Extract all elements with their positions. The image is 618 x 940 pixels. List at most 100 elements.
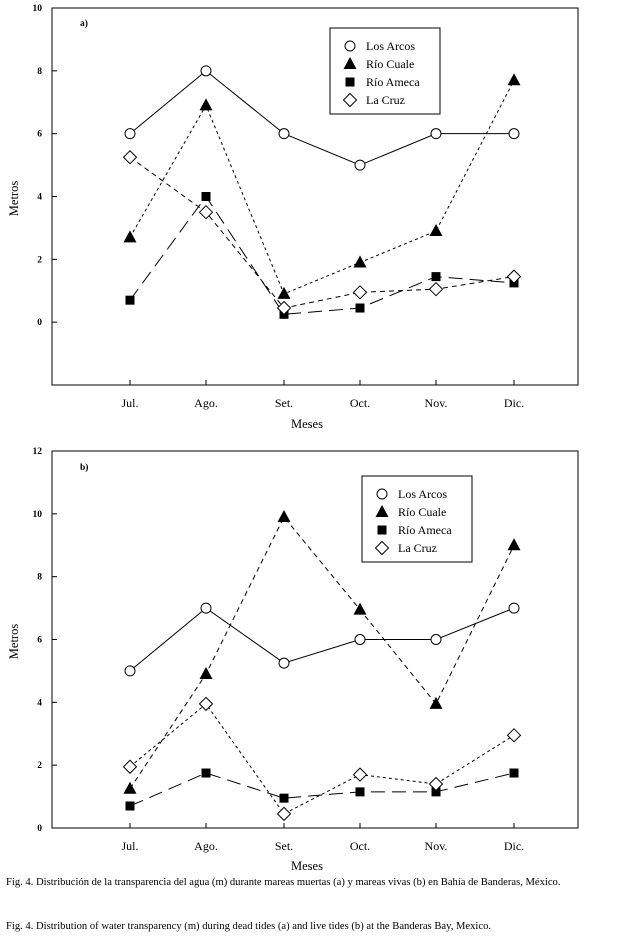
x-tick-label: Nov. <box>425 839 448 853</box>
legend-marker <box>342 92 358 108</box>
chart-panel-a: 0 2 4 6 8 10 Jul. Ago. Set. Oct. Nov. Dic. Meses Metr… <box>7 4 579 431</box>
data-point-rio-cuale <box>507 538 521 551</box>
data-point-los-arcos <box>354 634 366 645</box>
legend-label: Los Arcos <box>366 39 415 53</box>
x-tick-label: Oct. <box>350 839 370 853</box>
x-tick-label: Ago. <box>194 839 218 853</box>
figure: 0 2 4 6 8 10 Jul. Ago. Set. Oct. Nov. Dic. Meses Metr… <box>7 4 579 873</box>
data-point-los-arcos <box>354 159 366 171</box>
legend-label: Río Ameca <box>366 75 420 89</box>
y-tick-label: 10 <box>33 4 43 14</box>
data-point-los-arcos <box>430 128 442 140</box>
y-tick-label: 0 <box>37 318 42 328</box>
data-point-rio-cuale <box>199 667 213 680</box>
y-tick-label: 12 <box>33 447 43 457</box>
x-tick-label: Nov. <box>425 396 448 410</box>
series-line-la-cruz <box>129 703 515 815</box>
data-point-rio-ameca <box>355 787 365 797</box>
y-tick-label: 6 <box>37 130 42 140</box>
data-point-la-cruz <box>122 150 138 165</box>
data-point-los-arcos <box>508 128 520 140</box>
data-point-la-cruz <box>198 696 214 712</box>
legend: Los Arcos Río Cuale Río Ameca La Cruz <box>361 475 473 563</box>
data-point-la-cruz <box>352 285 368 300</box>
data-point-la-cruz <box>122 759 138 774</box>
data-point-los-arcos <box>430 634 442 645</box>
data-point-la-cruz <box>506 269 522 284</box>
data-point-rio-cuale <box>429 696 443 709</box>
legend: Los Arcos Río Cuale Río Ameca La Cruz <box>329 27 441 115</box>
data-point-la-cruz <box>506 728 522 743</box>
data-point-rio-ameca <box>509 768 519 778</box>
data-point-rio-ameca <box>279 793 289 803</box>
x-tick-label: Set. <box>275 839 293 853</box>
caption-english: Fig. 4. Distribution of water transparen… <box>6 921 492 932</box>
x-tick-label: Dic. <box>504 396 524 410</box>
data-point-la-cruz <box>352 767 368 782</box>
legend-label: La Cruz <box>366 93 405 107</box>
legend-marker <box>345 77 355 87</box>
x-tick-label: Jul. <box>121 396 138 410</box>
x-axis-title: Meses <box>291 417 323 431</box>
y-axis-title: Metros <box>7 181 21 217</box>
data-point-rio-cuale <box>199 98 213 111</box>
data-point-los-arcos <box>278 657 290 669</box>
y-tick-label: 2 <box>37 255 42 265</box>
y-tick-label: 4 <box>37 193 42 203</box>
y-tick-label: 8 <box>37 573 42 583</box>
panel-label: b) <box>80 462 88 473</box>
data-point-los-arcos <box>124 128 136 140</box>
legend-label: Los Arcos <box>398 487 447 501</box>
legend-marker <box>343 57 357 69</box>
series-line-rio-cuale <box>129 80 515 295</box>
legend-label: Río Cuale <box>398 505 446 519</box>
data-point-rio-cuale <box>123 781 137 794</box>
series-line-rio-ameca <box>129 772 515 807</box>
x-tick-label: Set. <box>275 396 293 410</box>
series-line-los-arcos <box>129 70 514 166</box>
series-line-rio-cuale <box>129 516 515 790</box>
data-point-rio-cuale <box>277 509 291 522</box>
legend-marker <box>376 488 388 500</box>
legend-label: Río Ameca <box>398 523 452 537</box>
data-point-rio-ameca <box>125 801 135 811</box>
data-point-rio-ameca <box>355 303 365 313</box>
legend-marker <box>374 540 390 556</box>
x-tick-label: Ago. <box>194 396 218 410</box>
data-point-la-cruz <box>428 281 444 297</box>
x-tick-label: Dic. <box>504 839 524 853</box>
x-tick-label: Jul. <box>121 839 138 853</box>
legend-marker <box>377 525 387 535</box>
y-tick-label: 10 <box>33 510 43 520</box>
y-tick-label: 0 <box>37 824 42 834</box>
data-point-los-arcos <box>278 128 290 140</box>
y-tick-label: 4 <box>37 698 42 708</box>
data-point-rio-ameca <box>431 787 441 797</box>
data-point-rio-ameca <box>431 272 441 282</box>
legend-marker <box>375 505 389 517</box>
page-cut <box>0 938 618 940</box>
data-point-los-arcos <box>124 665 136 677</box>
data-point-rio-cuale <box>353 602 367 615</box>
y-axis-title: Metros <box>7 624 21 660</box>
data-point-rio-ameca <box>201 768 211 778</box>
plot-frame <box>51 7 579 386</box>
data-point-rio-ameca <box>201 192 211 201</box>
y-tick-label: 8 <box>37 67 42 77</box>
legend-marker <box>344 40 356 52</box>
legend-label: Río Cuale <box>366 57 414 71</box>
data-point-rio-ameca <box>125 295 135 305</box>
y-tick-label: 2 <box>37 761 42 771</box>
x-tick-label: Oct. <box>350 396 370 410</box>
data-point-la-cruz <box>276 300 292 316</box>
data-point-la-cruz <box>428 776 444 792</box>
series-line-la-cruz <box>129 156 515 309</box>
data-point-rio-cuale <box>429 224 443 237</box>
legend-label: La Cruz <box>398 541 437 555</box>
x-axis-title: Meses <box>291 859 323 873</box>
data-point-rio-cuale <box>123 230 137 243</box>
data-point-los-arcos <box>200 65 212 77</box>
data-point-rio-cuale <box>353 255 367 268</box>
data-point-los-arcos <box>200 602 212 614</box>
y-tick-label: 6 <box>37 636 42 646</box>
